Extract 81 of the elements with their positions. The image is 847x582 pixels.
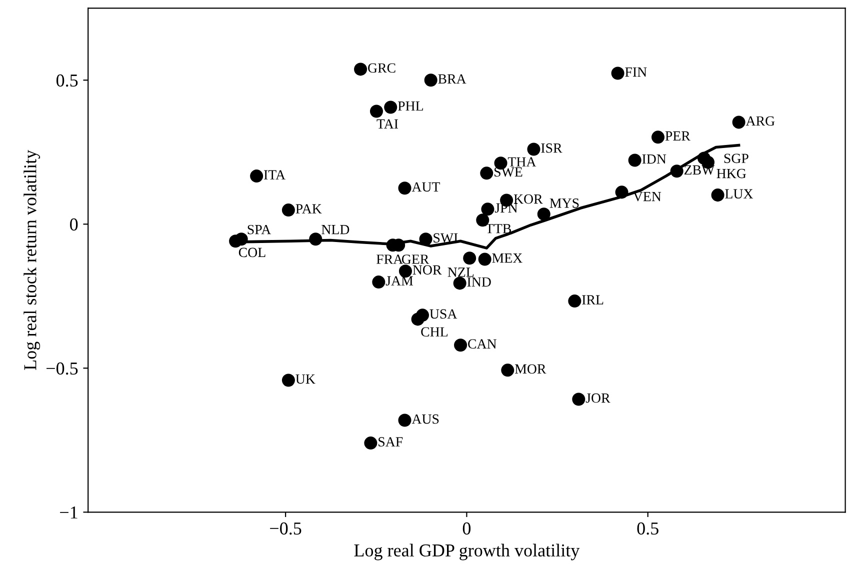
annotation: ITA — [264, 170, 286, 180]
point — [670, 164, 684, 178]
annotation: COL — [238, 248, 266, 258]
annotation: CHL — [421, 327, 448, 337]
point — [398, 182, 412, 195]
point — [615, 186, 628, 199]
x-axis-title: Log real GDP growth volatility — [354, 544, 580, 560]
x-tick-label: −0.5 — [270, 522, 302, 535]
point — [568, 294, 582, 308]
annotation: MYS — [550, 198, 579, 208]
annotation: UK — [296, 374, 316, 384]
point — [370, 104, 383, 118]
annotation: PER — [665, 131, 690, 141]
annotation: ISR — [541, 143, 562, 153]
point — [481, 202, 494, 216]
point — [229, 234, 242, 248]
point — [424, 74, 438, 87]
annotation: TTB — [486, 224, 511, 234]
point — [419, 232, 432, 246]
annotation: JOR — [586, 393, 610, 403]
annotation: BRA — [438, 74, 466, 84]
annotation: GER — [402, 254, 430, 264]
y-axis-title: Log real stock return volatility — [24, 150, 40, 370]
point — [354, 62, 368, 76]
point — [527, 142, 540, 156]
point — [628, 154, 642, 167]
annotation: MOR — [514, 364, 546, 374]
point — [454, 338, 468, 352]
x-tick-label: 0.5 — [637, 522, 658, 535]
annotation: NLD — [322, 225, 350, 234]
annotation: KOR — [514, 194, 543, 204]
annotation: HKG — [716, 168, 746, 178]
annotation: FIN — [625, 67, 647, 77]
annotation: VEN — [633, 192, 662, 202]
annotation: GRC — [368, 63, 396, 73]
annotation: SPA — [248, 224, 272, 234]
point — [501, 364, 514, 377]
annotation: SAF — [378, 437, 403, 447]
annotation: SGP — [724, 154, 748, 164]
annotation: IND — [467, 277, 491, 287]
annotation: PHL — [398, 101, 423, 111]
point — [478, 252, 492, 266]
annotation: ARG — [746, 116, 775, 126]
point — [250, 170, 264, 183]
point — [309, 232, 322, 246]
annotation: FRA — [376, 254, 404, 264]
annotation: NZL — [448, 268, 474, 277]
point — [372, 276, 386, 289]
annotation: PAK — [296, 204, 322, 214]
point — [453, 276, 466, 290]
point — [480, 166, 494, 180]
point — [611, 66, 624, 80]
annotation: JAM — [386, 276, 413, 286]
point — [572, 392, 586, 406]
annotation: CAN — [468, 339, 496, 349]
annotation: AUT — [412, 182, 440, 192]
point — [651, 130, 664, 144]
point — [384, 100, 398, 114]
annotation: IRL — [582, 295, 604, 304]
y-tick-label: −1 — [60, 506, 78, 518]
y-tick-label: 0 — [70, 218, 78, 231]
annotation: LUX — [725, 189, 754, 199]
x-tick-label: 0 — [462, 522, 471, 535]
annotation: MEX — [492, 254, 522, 263]
annotation: AUS — [412, 414, 439, 424]
y-tick-label: −0.5 — [46, 362, 78, 375]
annotation: THA — [508, 157, 536, 166]
annotation: NOR — [412, 265, 442, 275]
annotation: IDN — [642, 154, 666, 164]
annotation: TAI — [376, 119, 398, 128]
point — [711, 188, 724, 202]
point — [732, 116, 746, 129]
point — [364, 436, 378, 450]
point — [282, 374, 295, 387]
annotation: USA — [430, 309, 458, 319]
y-tick-label: 0.5 — [56, 74, 78, 87]
point — [463, 252, 476, 265]
point — [537, 208, 550, 221]
point — [411, 312, 424, 326]
point — [282, 204, 295, 217]
point — [398, 414, 412, 427]
